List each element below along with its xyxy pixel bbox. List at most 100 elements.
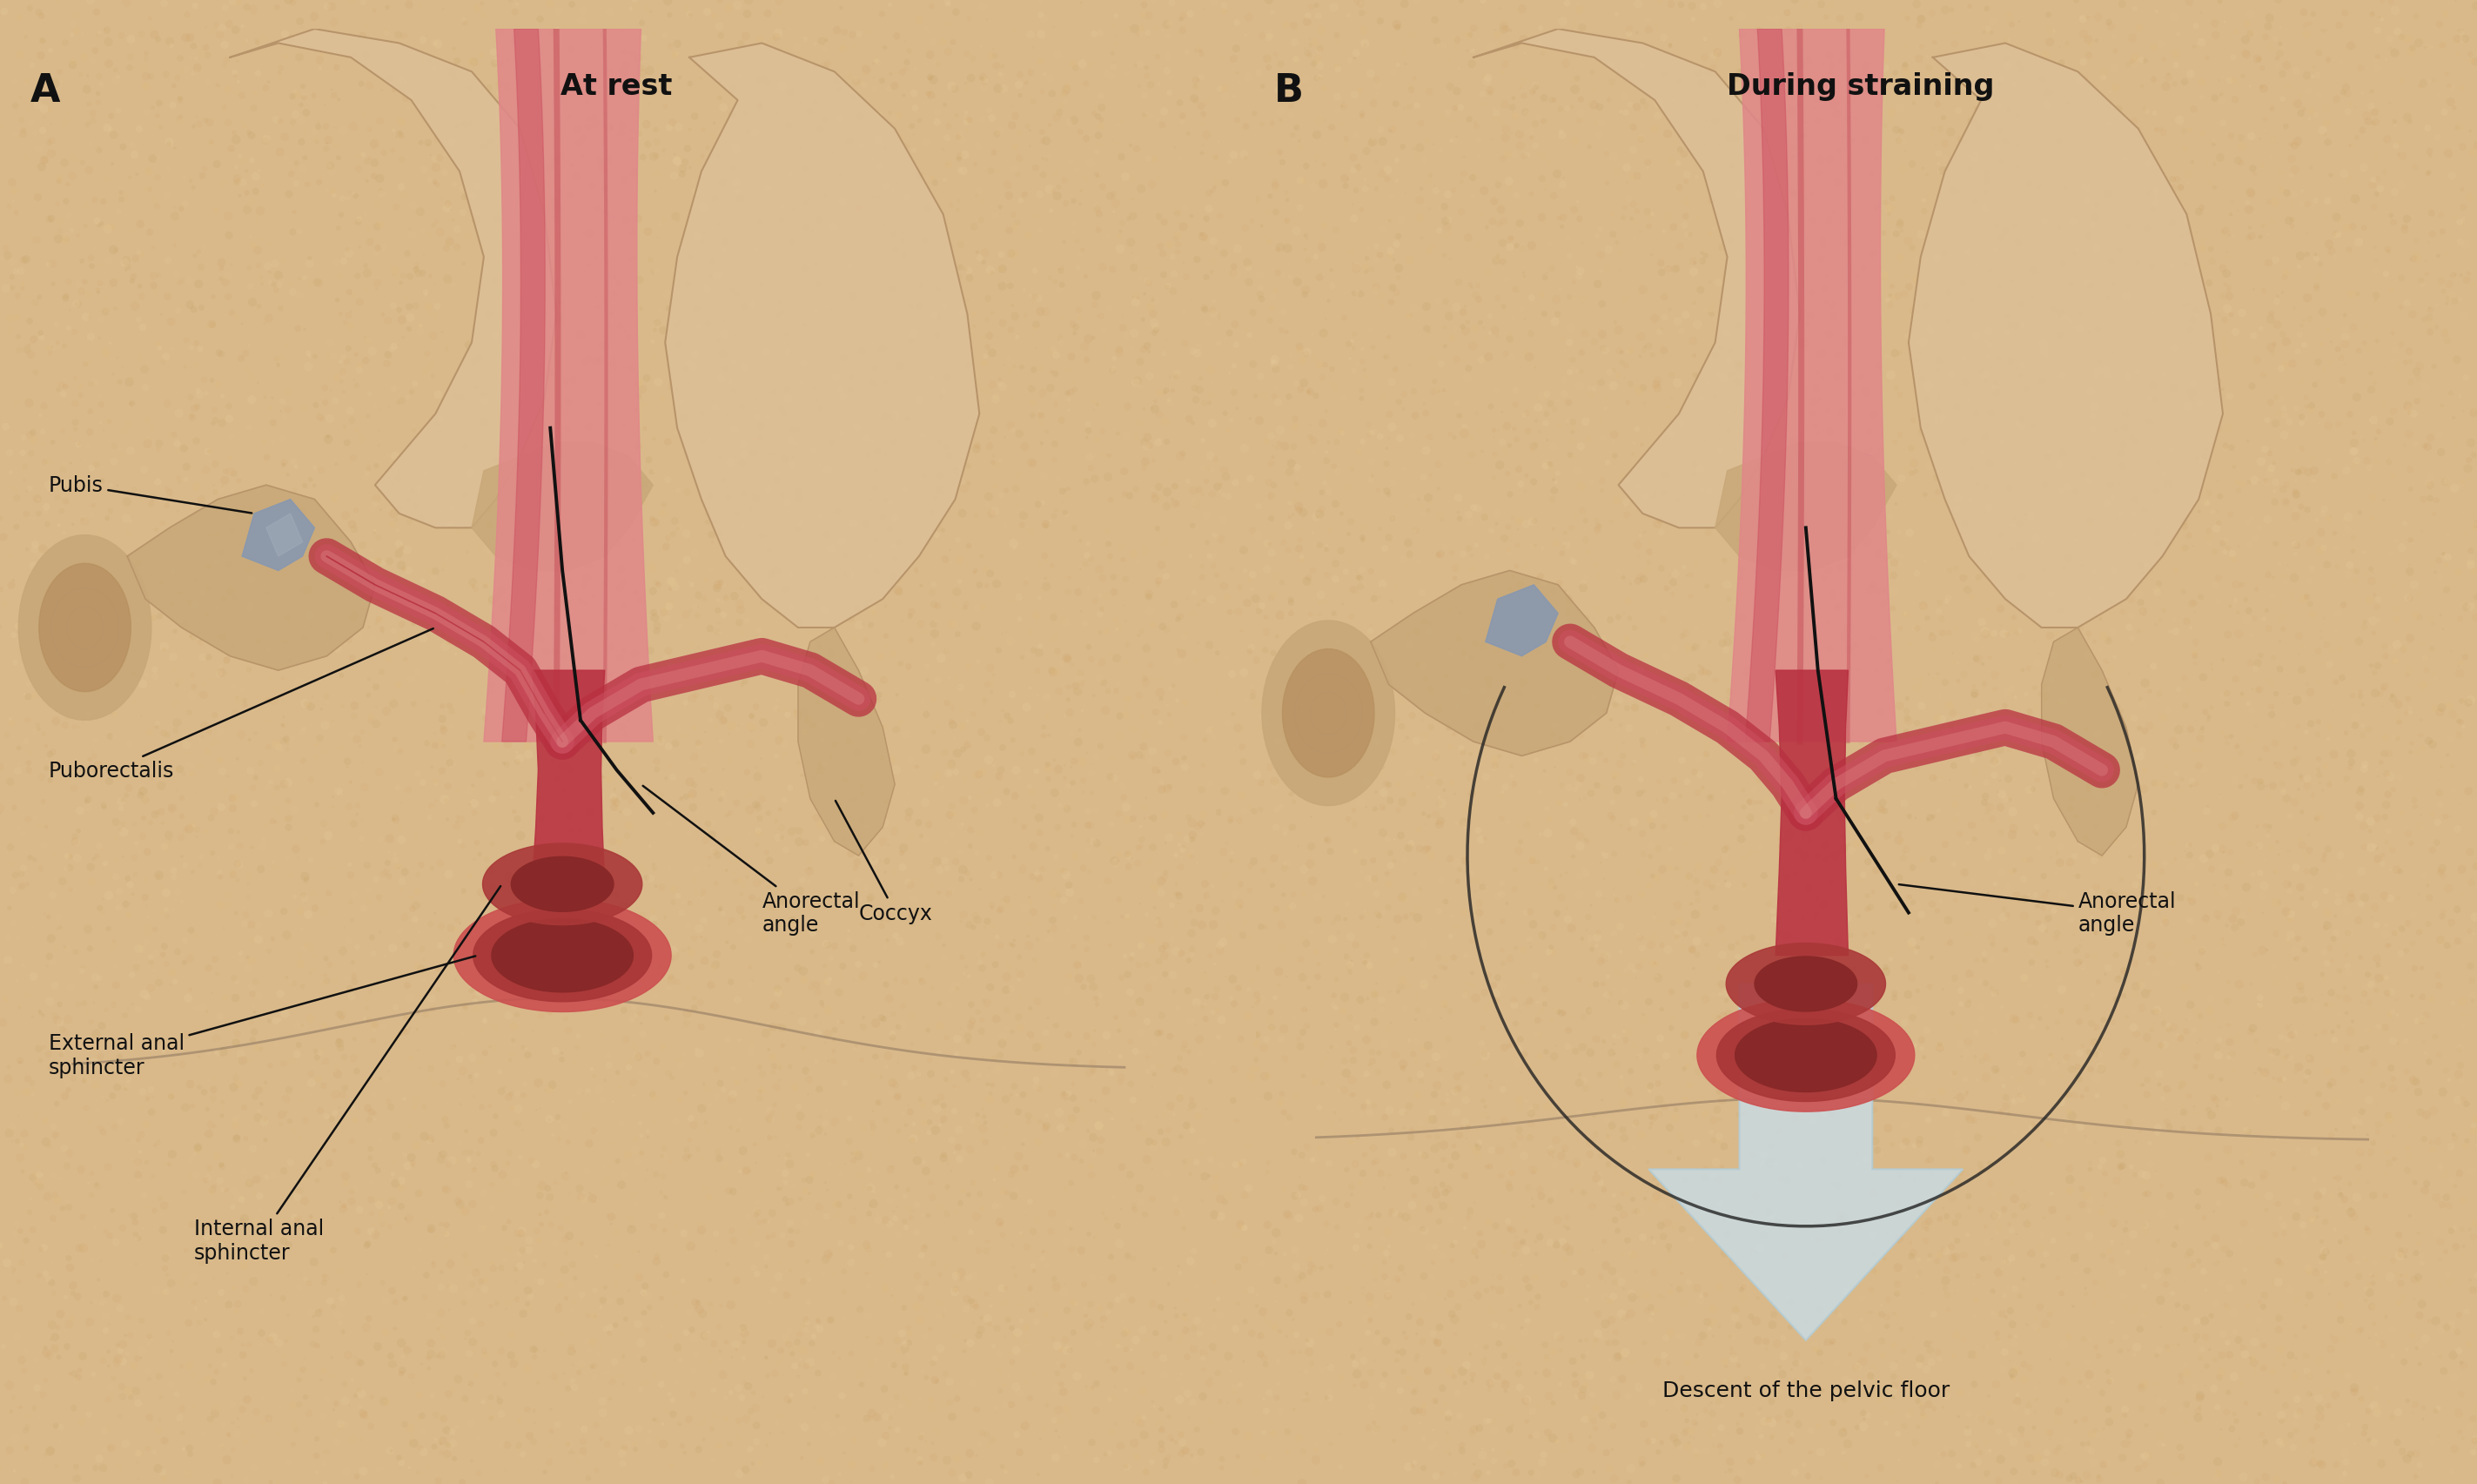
Point <box>983 65 1023 89</box>
Point <box>1521 738 1561 761</box>
Point <box>1774 779 1813 803</box>
Point <box>2269 49 2309 73</box>
Point <box>2177 953 2217 976</box>
Point <box>77 637 116 660</box>
Point <box>471 1034 510 1058</box>
Point <box>2450 595 2477 619</box>
Point <box>2348 718 2388 742</box>
Point <box>986 1276 1025 1300</box>
Point <box>1679 249 1719 273</box>
Point <box>50 651 89 675</box>
Point <box>258 1238 297 1261</box>
Point <box>973 39 1013 62</box>
Point <box>2066 1125 2105 1149</box>
Point <box>2346 1278 2385 1301</box>
Point <box>1016 206 1055 230</box>
Point <box>1982 821 2021 844</box>
Point <box>1380 1204 1419 1227</box>
Point <box>1092 1386 1132 1410</box>
Point <box>1831 923 1870 947</box>
Point <box>798 165 837 188</box>
Point <box>1989 767 2029 791</box>
Point <box>1258 1349 1298 1373</box>
Point <box>488 1434 528 1457</box>
Point <box>1880 1227 1920 1251</box>
Point <box>1531 870 1570 893</box>
Point <box>1095 565 1134 589</box>
Point <box>1013 404 1053 427</box>
Point <box>1565 528 1605 552</box>
Point <box>703 343 743 367</box>
Point <box>713 1229 753 1252</box>
Point <box>2140 902 2180 926</box>
Point <box>666 1138 706 1162</box>
Point <box>2091 421 2130 445</box>
Point <box>1561 361 1600 384</box>
Point <box>2170 319 2209 343</box>
Point <box>347 1263 386 1287</box>
Point <box>1345 708 1385 732</box>
Point <box>555 221 594 245</box>
Point <box>1385 1144 1424 1168</box>
Point <box>1137 862 1177 886</box>
Point <box>1930 559 1969 583</box>
Point <box>1506 1267 1546 1291</box>
Point <box>827 564 867 588</box>
Point <box>2380 1272 2420 1296</box>
Point <box>300 1067 339 1091</box>
Point <box>453 571 493 595</box>
Point <box>1533 1426 1573 1450</box>
Point <box>1335 337 1375 361</box>
Point <box>1704 154 1744 178</box>
Point <box>644 1036 684 1060</box>
Point <box>25 834 64 858</box>
Point <box>2096 884 2135 908</box>
Point <box>1967 475 2006 499</box>
Point <box>1712 132 1751 156</box>
Point <box>211 554 250 577</box>
Point <box>1147 430 1186 454</box>
Point <box>931 76 971 99</box>
Point <box>2068 773 2108 797</box>
Point <box>1033 555 1073 579</box>
Point <box>396 1089 436 1113</box>
Point <box>842 392 882 416</box>
Point <box>97 1076 136 1100</box>
Point <box>798 128 837 151</box>
Point <box>1125 1202 1164 1226</box>
Point <box>768 378 808 402</box>
Point <box>1392 1217 1432 1241</box>
Point <box>2450 920 2477 944</box>
Point <box>518 690 557 714</box>
Point <box>2165 120 2205 144</box>
Point <box>872 141 912 165</box>
Point <box>156 196 196 220</box>
Point <box>463 384 503 408</box>
Point <box>433 37 473 61</box>
Point <box>394 693 433 717</box>
Point <box>1588 653 1627 677</box>
Point <box>240 490 280 513</box>
Point <box>1828 126 1868 150</box>
Point <box>2039 654 2078 678</box>
Point <box>1372 651 1412 675</box>
Point <box>961 1278 1001 1301</box>
Point <box>941 123 981 147</box>
Point <box>1865 960 1905 984</box>
Point <box>2219 150 2259 174</box>
Point <box>2375 574 2415 598</box>
Point <box>2182 720 2222 743</box>
Point <box>1635 951 1674 975</box>
Point <box>1013 1254 1053 1278</box>
Point <box>612 767 651 791</box>
Point <box>590 116 629 139</box>
Point <box>1892 153 1932 177</box>
Point <box>798 732 837 755</box>
Point <box>1107 1244 1147 1267</box>
Point <box>959 1239 998 1263</box>
Point <box>230 416 270 439</box>
Point <box>1352 258 1392 282</box>
Point <box>2281 423 2321 447</box>
Point <box>936 742 976 766</box>
Point <box>1345 33 1385 56</box>
